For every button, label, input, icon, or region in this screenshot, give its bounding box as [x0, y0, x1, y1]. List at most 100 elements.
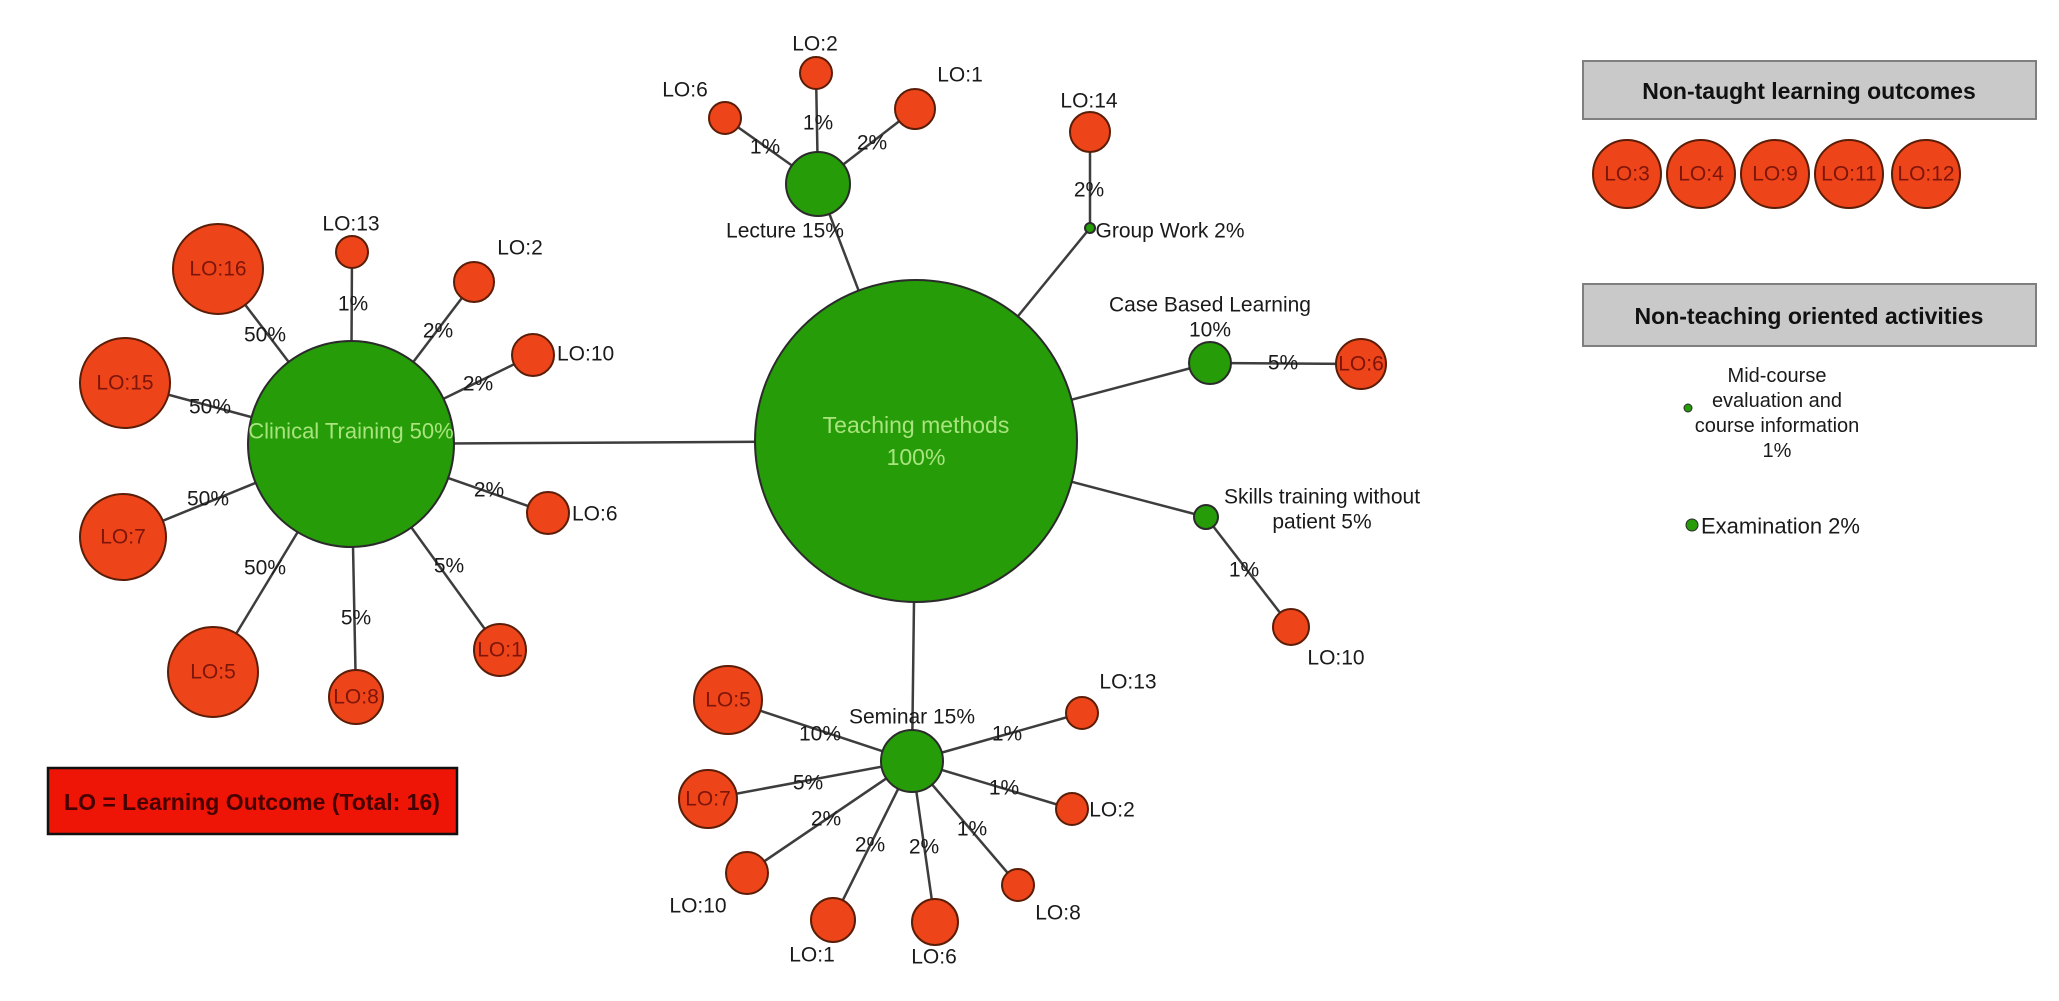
pct-label-seminar-lo13-seminar: 1%	[992, 723, 1022, 746]
nodes-layer	[79, 56, 1961, 946]
non-teaching-header-box	[1582, 283, 2037, 347]
node-lo8-seminar-circle	[1001, 868, 1035, 902]
legend-label: LO = Learning Outcome (Total: 16)	[64, 789, 440, 815]
pct-label-lecture-lo1-lecture: 2%	[857, 132, 887, 155]
node-lo7-clinical-circle	[79, 493, 167, 581]
node-lo5-clinical-circle	[167, 626, 259, 718]
node-seminar-circle	[880, 729, 944, 793]
label-lo10-seminar: LO:10	[669, 895, 726, 918]
node-lo6-clinical-circle	[526, 491, 570, 535]
label-lo14-group: LO:14	[1060, 90, 1118, 113]
node-lo6-lecture-circle	[708, 101, 742, 135]
label-lo13-seminar: LO:13	[1099, 671, 1156, 694]
midcourse-line-4: 1%	[1763, 440, 1792, 462]
label-lo5-seminar: LO:5	[705, 689, 751, 712]
label-lo2-lecture: LO:2	[792, 33, 838, 56]
label-case-based-learning: 10%	[1189, 319, 1231, 342]
node-lo1-clinical-circle	[473, 623, 527, 677]
label-group-work: Group Work 2%	[1096, 220, 1245, 243]
label-clinical-training: Clinical Training 50%	[248, 419, 453, 444]
pct-label-seminar-lo7-seminar: 5%	[793, 772, 823, 795]
node-group-work-circle	[1084, 222, 1096, 234]
label-lo15-clinical: LO:15	[96, 372, 153, 395]
label-lo2-clinical: LO:2	[497, 237, 543, 260]
node-lecture-circle	[785, 151, 851, 217]
pct-label-clinical-training-lo6-clinical: 2%	[474, 479, 504, 502]
node-lo2-lecture-circle	[799, 56, 833, 90]
pct-label-seminar-lo8-seminar: 1%	[957, 818, 987, 841]
pct-label-clinical-training-lo8-clinical: 5%	[341, 607, 371, 630]
node-lo13-seminar-circle	[1065, 696, 1099, 730]
node-lo1-seminar-circle	[810, 897, 856, 943]
label-lo1-lecture: LO:1	[937, 64, 983, 87]
label-teaching-methods: Teaching methods	[823, 412, 1010, 438]
examination-label: Examination 2%	[1701, 514, 1860, 539]
label-lo6-case: LO:6	[1338, 353, 1384, 376]
node-lo10-seminar-circle	[725, 851, 769, 895]
pct-label-clinical-training-lo15-clinical: 50%	[189, 396, 231, 419]
node-lo16-clinical-circle	[172, 223, 264, 315]
label-lo1-seminar: LO:1	[789, 944, 835, 967]
pct-label-clinical-training-lo7-clinical: 50%	[187, 488, 229, 511]
node-case-based-learning-circle	[1188, 341, 1232, 385]
node-skills-training-circle	[1193, 504, 1219, 530]
label-lo5-clinical: LO:5	[190, 661, 236, 684]
midcourse-line-3: course information	[1695, 415, 1860, 437]
label-lo3-panel: LO:3	[1604, 163, 1650, 186]
node-lo11-panel-circle	[1814, 139, 1884, 209]
label-lecture: Lecture 15%	[726, 220, 844, 243]
label-teaching-methods: 100%	[887, 444, 946, 470]
midcourse-line-2: evaluation and	[1712, 390, 1842, 412]
pct-label-clinical-training-lo1-clinical: 5%	[434, 555, 464, 578]
midcourse-line-1: Mid-course	[1728, 365, 1827, 387]
node-lo12-panel-circle	[1891, 139, 1961, 209]
pct-label-lecture-lo2-lecture: 1%	[803, 112, 833, 135]
label-lo10-clinical: LO:10	[557, 343, 614, 366]
label-lo4-panel: LO:4	[1678, 163, 1724, 186]
label-lo6-seminar: LO:6	[911, 946, 957, 969]
node-lo3-panel-circle	[1592, 139, 1662, 209]
node-lo13-clinical-circle	[335, 235, 369, 269]
pct-label-seminar-lo1-seminar: 2%	[855, 834, 885, 857]
label-lo12-panel: LO:12	[1897, 163, 1954, 186]
examination-bullet-dot	[1685, 518, 1699, 532]
pct-label-seminar-lo2-seminar: 1%	[989, 777, 1019, 800]
node-lo7-seminar-circle	[678, 769, 738, 829]
label-lo6-clinical: LO:6	[572, 503, 618, 526]
pct-label-lecture-lo6-lecture: 1%	[750, 136, 780, 159]
label-lo8-clinical: LO:8	[333, 686, 379, 709]
label-lo7-seminar: LO:7	[685, 788, 731, 811]
pct-label-clinical-training-lo5-clinical: 50%	[244, 557, 286, 580]
label-case-based-learning: Case Based Learning	[1109, 294, 1311, 317]
label-skills-training: Skills training without	[1224, 486, 1420, 509]
edge-seminar-lo10-seminar	[746, 759, 913, 875]
node-lo10-skills-circle	[1272, 608, 1310, 646]
label-lo10-skills: LO:10	[1307, 647, 1364, 670]
node-lo9-panel-circle	[1740, 139, 1810, 209]
pct-label-clinical-training-lo2-clinical: 2%	[423, 320, 453, 343]
pct-label-clinical-training-lo10-clinical: 2%	[463, 373, 493, 396]
node-teaching-methods-circle	[754, 279, 1078, 603]
label-seminar: Seminar 15%	[849, 706, 975, 729]
node-lo10-clinical-circle	[511, 333, 555, 377]
pct-label-case-based-learning-lo6-case: 5%	[1268, 352, 1298, 375]
label-lo11-panel: LO:11	[1821, 163, 1877, 186]
pct-label-clinical-training-lo16-clinical: 50%	[244, 324, 286, 347]
node-lo2-clinical-circle	[453, 261, 495, 303]
node-lo5-seminar-circle	[693, 665, 763, 735]
legend-box	[46, 766, 459, 836]
label-lo8-seminar: LO:8	[1035, 902, 1081, 925]
node-clinical-training-circle	[247, 340, 455, 548]
label-skills-training: patient 5%	[1272, 511, 1371, 534]
node-lo4-panel-circle	[1666, 139, 1736, 209]
pct-label-clinical-training-lo13-clinical: 1%	[338, 293, 368, 316]
node-lo2-seminar-circle	[1055, 792, 1089, 826]
node-lo8-clinical-circle	[328, 669, 384, 725]
label-lo7-clinical: LO:7	[100, 526, 146, 549]
label-lo2-seminar: LO:2	[1089, 799, 1135, 822]
label-lo13-clinical: LO:13	[322, 213, 379, 236]
edge-skills-training-lo10-skills	[1205, 516, 1292, 628]
pct-label-seminar-lo5-seminar: 10%	[799, 723, 841, 746]
